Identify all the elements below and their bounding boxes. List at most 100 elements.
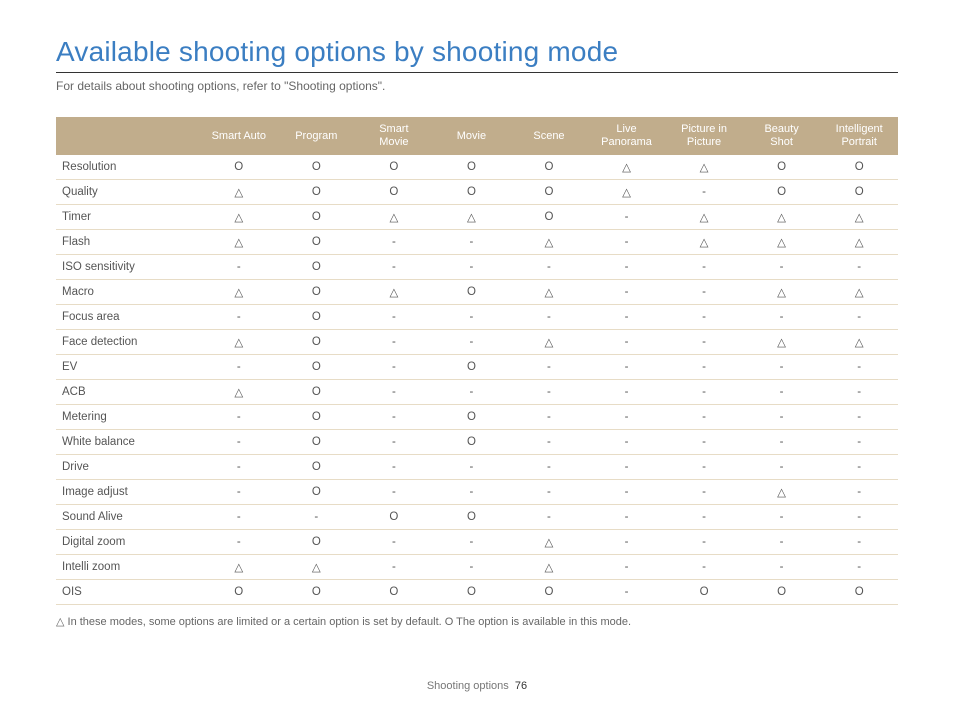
table-cell: O — [278, 430, 356, 455]
table-cell: O — [278, 355, 356, 380]
table-cell: - — [820, 505, 898, 530]
table-cell: △ — [743, 280, 821, 305]
table-cell: O — [433, 355, 511, 380]
table-cell: - — [433, 380, 511, 405]
table-row: ResolutionOOOOO△△OO — [56, 155, 898, 180]
table-cell: △ — [510, 530, 588, 555]
table-cell: - — [510, 430, 588, 455]
table-cell: - — [665, 330, 743, 355]
table-cell: O — [355, 505, 433, 530]
table-cell: △ — [278, 555, 356, 580]
table-cell: O — [433, 280, 511, 305]
column-header: LivePanorama — [588, 117, 666, 155]
table-cell: - — [588, 530, 666, 555]
table-cell: O — [665, 580, 743, 605]
table-cell: - — [200, 405, 278, 430]
table-cell: - — [355, 230, 433, 255]
table-cell: △ — [510, 330, 588, 355]
table-cell: O — [355, 155, 433, 180]
table-cell: - — [588, 380, 666, 405]
table-cell: - — [820, 255, 898, 280]
table-row: Sound Alive--OO----- — [56, 505, 898, 530]
table-cell: - — [665, 405, 743, 430]
table-cell: - — [355, 305, 433, 330]
table-row: Drive-O------- — [56, 455, 898, 480]
table-cell: - — [665, 280, 743, 305]
table-cell: - — [200, 430, 278, 455]
table-cell: O — [200, 155, 278, 180]
table-cell: △ — [820, 280, 898, 305]
table-cell: - — [588, 305, 666, 330]
row-label: Flash — [56, 230, 200, 255]
table-cell: - — [820, 455, 898, 480]
table-cell: - — [588, 455, 666, 480]
table-cell: O — [820, 180, 898, 205]
table-cell: - — [355, 380, 433, 405]
table-cell: △ — [510, 280, 588, 305]
table-row: Image adjust-O-----△- — [56, 480, 898, 505]
row-label: Quality — [56, 180, 200, 205]
footer-page-number: 76 — [515, 680, 527, 692]
row-label: ACB — [56, 380, 200, 405]
table-cell: O — [278, 455, 356, 480]
table-cell: - — [355, 330, 433, 355]
footer-section: Shooting options — [427, 680, 509, 692]
row-label: OIS — [56, 580, 200, 605]
table-cell: - — [355, 255, 433, 280]
table-cell: - — [665, 380, 743, 405]
table-cell: - — [588, 280, 666, 305]
table-cell: △ — [665, 205, 743, 230]
column-header: Program — [278, 117, 356, 155]
row-label: ISO sensitivity — [56, 255, 200, 280]
table-cell: - — [355, 555, 433, 580]
table-cell: △ — [820, 330, 898, 355]
table-cell: O — [200, 580, 278, 605]
table-cell: O — [433, 155, 511, 180]
table-cell: O — [433, 180, 511, 205]
table-cell: O — [433, 405, 511, 430]
table-cell: - — [743, 380, 821, 405]
table-cell: - — [510, 505, 588, 530]
table-cell: - — [510, 355, 588, 380]
table-row: Flash△O--△-△△△ — [56, 230, 898, 255]
table-cell: △ — [355, 205, 433, 230]
table-cell: △ — [200, 380, 278, 405]
table-cell: - — [665, 255, 743, 280]
table-cell: - — [743, 455, 821, 480]
table-cell: - — [200, 305, 278, 330]
table-cell: - — [433, 255, 511, 280]
table-cell: O — [278, 230, 356, 255]
table-cell: - — [665, 355, 743, 380]
table-cell: - — [665, 455, 743, 480]
row-label: Resolution — [56, 155, 200, 180]
table-cell: - — [510, 480, 588, 505]
table-cell: - — [665, 180, 743, 205]
table-cell: △ — [665, 230, 743, 255]
table-row: Macro△O△O△--△△ — [56, 280, 898, 305]
table-cell: O — [743, 180, 821, 205]
table-cell: - — [433, 230, 511, 255]
table-row: ISO sensitivity-O------- — [56, 255, 898, 280]
row-label: Focus area — [56, 305, 200, 330]
table-cell: - — [433, 305, 511, 330]
table-cell: - — [820, 305, 898, 330]
table-cell: - — [355, 455, 433, 480]
table-cell: △ — [743, 330, 821, 355]
table-cell: O — [820, 580, 898, 605]
table-cell: O — [278, 180, 356, 205]
table-cell: - — [820, 480, 898, 505]
table-cell: O — [510, 155, 588, 180]
table-cell: - — [820, 530, 898, 555]
column-header: IntelligentPortrait — [820, 117, 898, 155]
table-row: Face detection△O--△--△△ — [56, 330, 898, 355]
table-cell: O — [433, 580, 511, 605]
table-cell: - — [588, 355, 666, 380]
table-cell: - — [743, 305, 821, 330]
row-label: Intelli zoom — [56, 555, 200, 580]
table-cell: - — [355, 480, 433, 505]
table-row: OISOOOOO-OOO — [56, 580, 898, 605]
table-cell: - — [820, 405, 898, 430]
table-cell: - — [510, 380, 588, 405]
page-title: Available shooting options by shooting m… — [56, 36, 898, 73]
row-label: Image adjust — [56, 480, 200, 505]
